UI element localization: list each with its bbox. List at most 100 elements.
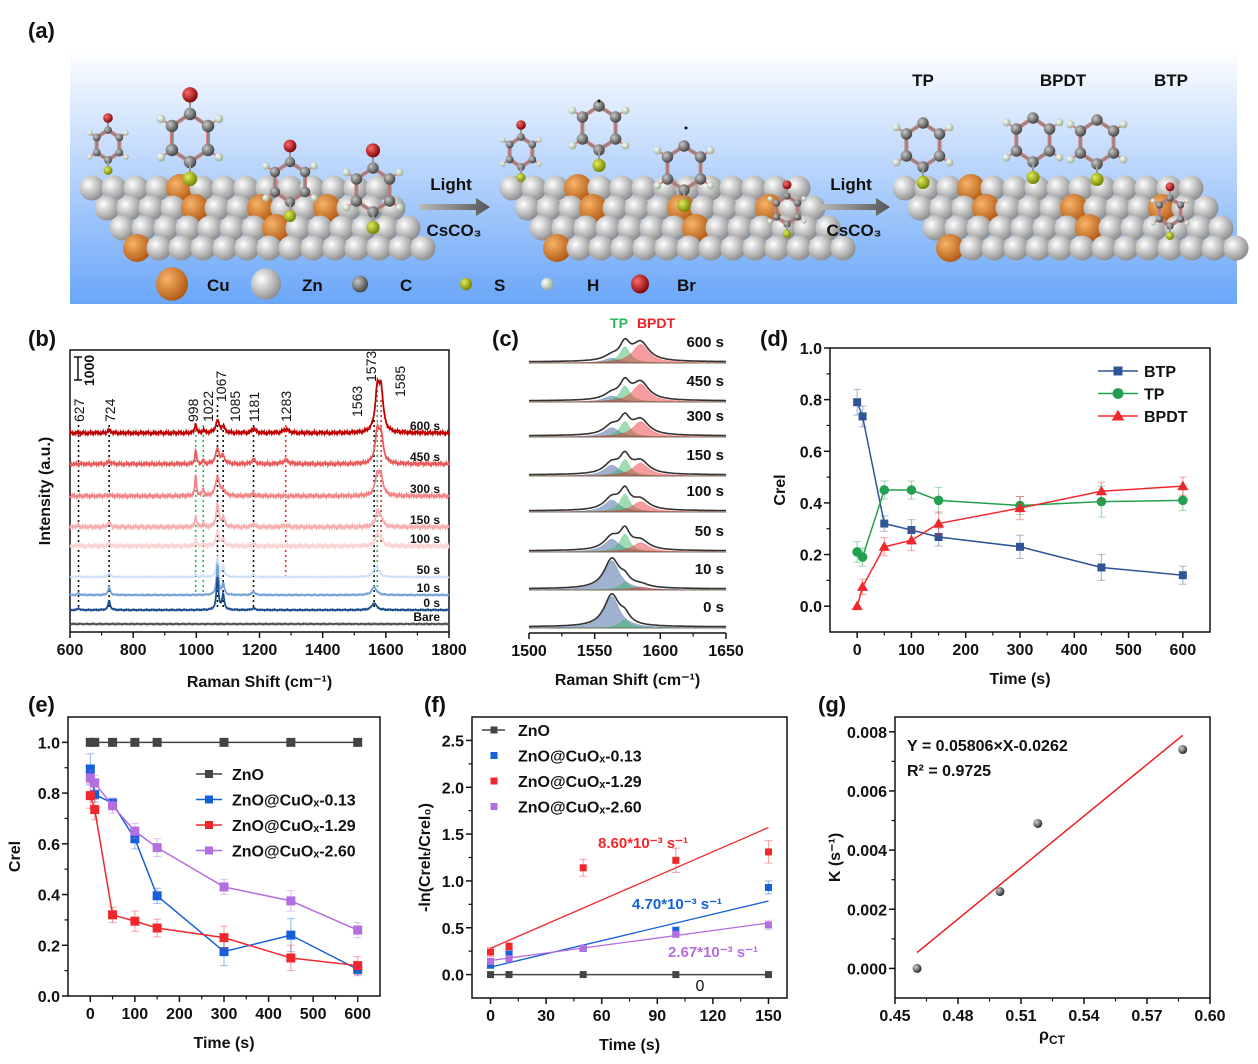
h-atom — [1002, 153, 1011, 162]
series-zno — [487, 971, 772, 979]
cu-atom — [957, 174, 985, 202]
panel-g-rate-vs-charge-transfer: 0.45 0.48 0.51 0.54 0.57 0.60 0.000 0.002 0.004 0… — [827, 716, 1226, 1047]
zn-atom — [1025, 235, 1051, 261]
data-point — [90, 805, 100, 815]
panel-label: (c) — [492, 326, 519, 351]
product-label: BTP — [1154, 71, 1188, 90]
data-point — [286, 930, 296, 940]
zn-atom — [292, 195, 318, 221]
h-atom — [568, 141, 577, 150]
series-zno-cuo-1-29 — [85, 782, 363, 975]
x-tick-label: 0 — [86, 1006, 95, 1023]
data-point — [579, 944, 587, 952]
rate-constant-label: 4.70*10⁻³ s⁻¹ — [632, 896, 722, 913]
x-tick-label: 600 — [57, 642, 84, 659]
x-axis-label: Raman Shift (cm⁻¹) — [555, 672, 700, 689]
fitted-component — [529, 619, 726, 629]
peak-position-label: 1022 — [200, 391, 216, 422]
y-tick-label: 0.2 — [38, 938, 60, 955]
zn-atom — [1010, 215, 1036, 241]
total-spectrum-line — [529, 592, 726, 628]
data-point — [672, 856, 680, 864]
zn-atom — [536, 195, 562, 221]
data-point — [205, 821, 213, 829]
x-tick-label: 100 — [122, 1006, 149, 1023]
legend-atom-icon — [631, 274, 649, 294]
panel-label: (f) — [424, 692, 446, 717]
series-zno-cuo-1-29 — [486, 840, 773, 958]
data-point — [353, 961, 363, 971]
c-atom — [1043, 123, 1056, 135]
c-atom — [1176, 215, 1185, 223]
spectrum-time-label: 450 s — [686, 373, 724, 390]
s-atom — [592, 158, 606, 172]
series-line — [856, 489, 1183, 559]
s-atom — [1090, 172, 1104, 186]
spectrum-line — [69, 501, 450, 532]
c-atom — [1155, 201, 1164, 209]
c-atom — [269, 166, 281, 178]
c-atom — [576, 133, 589, 145]
spectrum-time-label: 50 s — [417, 563, 441, 577]
h-atom — [945, 158, 954, 167]
zn-atom — [1223, 235, 1249, 261]
c-atom — [1074, 147, 1087, 159]
data-point — [764, 883, 772, 891]
zn-atom — [712, 195, 738, 221]
data-point — [579, 864, 587, 872]
h-atom — [262, 194, 270, 202]
x-tick-label: 200 — [952, 642, 979, 659]
series-zno — [85, 737, 363, 747]
br-atom — [182, 87, 198, 103]
spectrum-time-label: 150 s — [410, 513, 440, 527]
zn-atom — [698, 235, 724, 261]
rate-constant-label: 8.60*10⁻³ s⁻¹ — [598, 835, 688, 852]
zn-atom — [1134, 175, 1160, 201]
c-atom — [1074, 125, 1087, 137]
zn-atom — [226, 195, 252, 221]
zn-atom — [922, 215, 948, 241]
x-tick-label: 0.60 — [1194, 1008, 1225, 1025]
x-tick-label: 60 — [593, 1008, 611, 1025]
data-point — [853, 398, 862, 407]
zn-atom — [197, 215, 223, 241]
zn-atom — [1091, 235, 1117, 261]
c-atom — [1107, 147, 1120, 159]
y-tick-label: 0.0 — [800, 599, 822, 616]
h-atom — [1066, 155, 1075, 164]
y-axis-label: -ln(Crelₜ/Crel₀) — [417, 803, 434, 912]
panel-label: (b) — [28, 326, 56, 351]
c-atom — [900, 128, 913, 140]
data-point — [130, 916, 140, 926]
h-atom — [156, 114, 166, 124]
data-point — [1014, 502, 1026, 513]
data-point — [152, 843, 162, 853]
cu-atom — [247, 194, 275, 222]
zn-atom — [529, 215, 555, 241]
zn-atom — [514, 195, 540, 221]
series-tp — [852, 480, 1188, 567]
h-atom — [310, 162, 318, 170]
data-point — [205, 795, 213, 804]
data-point — [505, 955, 513, 963]
x-tick-label: 600 — [344, 1006, 371, 1023]
radical-dot — [684, 126, 688, 130]
spectrum-time-label: 0 s — [423, 596, 440, 610]
data-point — [1095, 485, 1108, 496]
reaction-arrow — [820, 198, 890, 216]
y-tick-label: 0.8 — [800, 393, 822, 410]
zn-atom — [1193, 195, 1219, 221]
x-axis-label: ρCT — [1039, 1027, 1066, 1047]
surface-slab-1 — [79, 174, 436, 262]
panel-a-scheme: Light CsCO₃ Light CsCO₃ TP BPDT BTP Cu Zn C S H Br — [70, 48, 1249, 304]
spectrum-time-label: 450 s — [410, 450, 440, 464]
cu-atom — [1060, 194, 1088, 222]
total-spectrum-line — [529, 450, 726, 476]
legend-label: BTP — [1144, 364, 1176, 381]
c-atom — [793, 213, 802, 221]
y-tick-label: 0.0 — [38, 989, 60, 1006]
data-point — [85, 764, 95, 774]
zn-atom — [981, 235, 1007, 261]
y-tick-label: 0.0 — [442, 968, 464, 985]
spectrum-line — [69, 421, 450, 469]
